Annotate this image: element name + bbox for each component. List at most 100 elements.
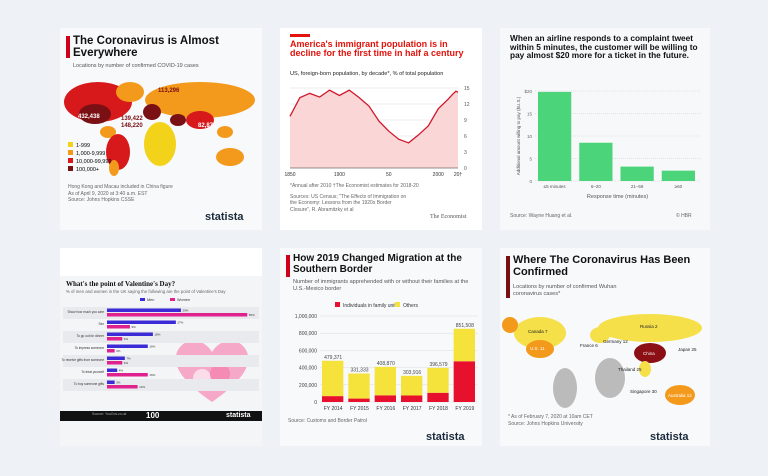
bar — [107, 308, 181, 312]
y-tick-label: 15 — [527, 112, 533, 117]
statista-logo: statista — [650, 431, 689, 443]
map-label: 139,422 — [121, 116, 143, 122]
y-tick-label: 0 — [529, 179, 532, 184]
map-label: 148,220 — [121, 123, 143, 129]
y-tick-label: 3 — [464, 150, 467, 156]
coronavirus-confirmed-card[interactable]: Where The Coronavirus Has Been Confirmed… — [500, 248, 710, 446]
line-chart: 0 3 6 9 12 15 1850 1900 50 2000 20† — [284, 86, 470, 178]
total-label: 331,333 — [350, 368, 368, 374]
area-fill — [290, 90, 458, 168]
card-subtitle: Number of immigrants apprehended with or… — [293, 279, 469, 292]
legend-item: 10,000-99,999 — [68, 158, 111, 166]
migration-card[interactable]: How 2019 Changed Migration at the Southe… — [280, 248, 482, 446]
card-subtitle: % of men and women in the UK saying the … — [66, 289, 226, 294]
x-tick-label: 2000 — [433, 172, 444, 178]
x-tick-label: 1850 — [284, 172, 295, 178]
legend-label: Individuals in family units — [343, 303, 399, 309]
legend-item: 1,000-9,999 — [68, 150, 111, 158]
category-label: To buy someone gifts — [74, 382, 105, 386]
source: Source: YouGov.co.uk — [92, 412, 127, 416]
x-tick-label: FY 2015 — [350, 406, 369, 412]
bar-segment — [374, 366, 396, 396]
bar — [538, 91, 572, 181]
bar-segment — [427, 392, 449, 402]
data-label: 3% — [116, 349, 121, 353]
legend-item: 100,000+ — [68, 166, 111, 174]
map-label: China — [643, 351, 655, 356]
legend-swatch — [68, 158, 73, 163]
category-label: Sex — [99, 322, 105, 326]
card-subtitle: Locations by number of confirmed COVID-1… — [73, 63, 199, 69]
legend-label: 1,000-9,999 — [76, 151, 106, 157]
badge: 100 — [146, 411, 160, 420]
x-tick-label: 6–20 — [591, 184, 602, 189]
card-subtitle: Locations by number of confirmed Wuhan c… — [513, 284, 617, 297]
valentines-card[interactable]: What's the point of Valentine's Day? % o… — [60, 248, 262, 446]
hbr-logo: © HBR — [676, 213, 692, 219]
note: Hong Kong and Macau included in China fi… — [68, 184, 173, 190]
legend-label: 100,000+ — [76, 167, 100, 173]
legend-swatch — [395, 302, 400, 307]
x-tick-label: ≤5 minutes — [544, 184, 567, 189]
notes: * As of February 7, 2020 at 10am CET Sour… — [508, 414, 593, 427]
card-subtitle: US, foreign-born population, by decade*,… — [290, 71, 444, 77]
category-label: To go out for dinner — [77, 334, 105, 338]
economist-logo: The Economist — [430, 214, 467, 220]
legend-label: Men — [147, 298, 154, 302]
legend-swatch — [335, 302, 340, 307]
series-line — [289, 89, 459, 144]
y-tick-label: 15 — [464, 86, 470, 92]
notes: Hong Kong and Macau included in China fi… — [68, 184, 173, 204]
data-label: 16% — [149, 345, 155, 349]
bar — [107, 337, 123, 341]
legend-label: 10,000-99,999 — [76, 159, 112, 165]
note: *Annual after 2010 †The Economist estima… — [290, 183, 419, 189]
category-label: To impress someone — [75, 346, 105, 350]
legend-label: Others — [403, 303, 419, 309]
bar — [107, 373, 148, 377]
bar-segment — [401, 395, 423, 402]
x-tick-label: 21–59 — [631, 184, 644, 189]
x-axis-label: Response time (minutes) — [587, 194, 648, 200]
bar — [107, 344, 148, 348]
map-label: France 6 — [580, 343, 598, 348]
covid-map-card[interactable]: The Coronavirus is Almost Everywhere Loc… — [60, 28, 262, 230]
accent-bar — [290, 34, 310, 37]
data-label: 27% — [177, 321, 183, 325]
total-label: 408,870 — [377, 361, 395, 367]
bar — [620, 166, 654, 181]
map-label: 113,296 — [158, 88, 180, 94]
y-tick-label: 600,000 — [299, 348, 317, 354]
data-label: 55% — [249, 313, 255, 317]
note: Sources: US Census; "The Effects of Immi… — [290, 193, 407, 213]
map-label: Thailand 25 — [618, 367, 642, 372]
bar-segment — [322, 396, 344, 402]
accent-bar — [506, 256, 510, 298]
notes: *Annual after 2010 †The Economist estima… — [290, 183, 475, 213]
bar — [579, 142, 613, 181]
legend-item: 1-999 — [68, 142, 111, 150]
data-label: 18% — [154, 333, 160, 337]
airline-tweet-card[interactable]: When an airline responds to a complaint … — [500, 28, 710, 230]
y-tick-label: 9 — [464, 118, 467, 124]
data-label: 3% — [116, 381, 121, 385]
bar-segment — [322, 360, 344, 397]
card-title: When an airline responds to a complaint … — [510, 33, 698, 61]
immigrant-population-card[interactable]: America's immigrant population is in dec… — [280, 28, 482, 230]
accent-bar — [286, 255, 290, 277]
y-tick-label: 12 — [464, 102, 470, 108]
card-title: What's the point of Valentine's Day? — [66, 280, 176, 288]
horizontal-bar-chart: Men Women Show how much you care 29% 55% Sex 2… — [61, 298, 259, 391]
card-title: The Coronavirus is Almost Everywhere — [73, 35, 219, 60]
x-tick-label: FY 2014 — [324, 406, 343, 412]
legend-swatch — [68, 150, 73, 155]
category-label: To treat yourself — [81, 370, 104, 374]
data-label: 7% — [126, 357, 131, 361]
bar — [107, 325, 130, 329]
bar-segment — [427, 367, 449, 393]
y-tick-label: 6 — [464, 134, 467, 140]
legend-swatch — [170, 298, 175, 301]
y-tick-label: 10 — [527, 134, 533, 139]
map-label: Australia 12 — [668, 393, 692, 398]
bar — [107, 332, 153, 336]
